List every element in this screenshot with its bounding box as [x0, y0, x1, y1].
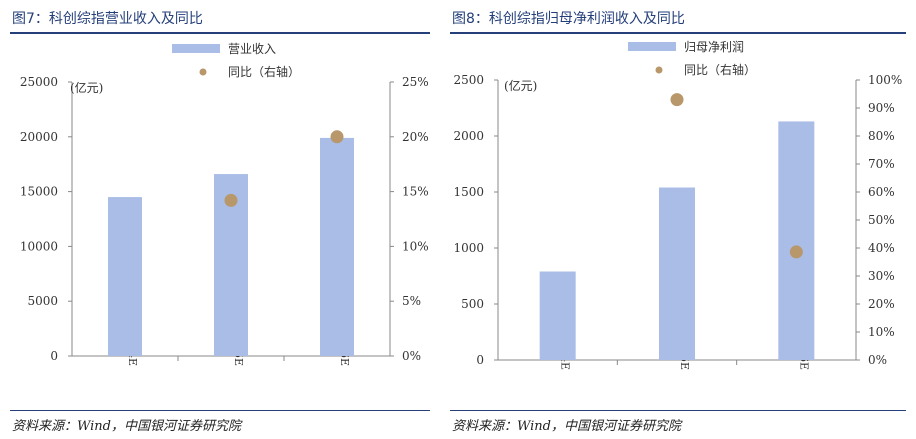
chart2-legend-dot-label: 同比（右轴） — [684, 62, 756, 77]
chart2-legend-dot-swatch — [655, 66, 663, 74]
chart2-left-tick-label: 1500 — [453, 185, 484, 199]
chart2-unit-label: (亿元) — [504, 78, 537, 93]
chart2-right-tick-label: 100% — [868, 73, 902, 87]
chart2-yoy-dot — [670, 93, 684, 107]
chart2-left-tick-label: 2500 — [453, 73, 484, 87]
chart2-left-tick-label: 0 — [476, 353, 484, 367]
chart2-plot: 0 500 1000 1500 2000 2500 0% 10% 20% 30% 40% 50% 60%… — [453, 40, 902, 370]
chart2-left-tick-label: 1000 — [453, 241, 484, 255]
chart1-right-tick-label: 15% — [402, 185, 429, 199]
chart2-right-tick-label: 0% — [868, 353, 887, 367]
chart2-right-tick-label: 20% — [868, 297, 895, 311]
chart1-source: 资料来源：Wind，中国银河证券研究院 — [12, 419, 241, 434]
chart2-right-tick-label: 60% — [868, 185, 895, 199]
chart2-left-tick-label: 2000 — [453, 129, 484, 143]
chart2-bar — [539, 271, 576, 360]
chart1-top-rule — [10, 32, 430, 34]
chart1-right-tick-label: 5% — [402, 294, 421, 308]
chart2-right-tick-label: 40% — [868, 241, 895, 255]
chart1-right-tick-label: 10% — [402, 239, 429, 253]
chart2-bar — [778, 121, 815, 360]
chart2-yoy-dot — [789, 245, 803, 259]
chart2-right-tick-label: 70% — [868, 157, 895, 171]
chart2-top-rule — [450, 32, 906, 34]
chart1-left-tick-label: 25000 — [20, 75, 58, 89]
chart1-right-tick-label: 20% — [402, 130, 429, 144]
chart1-right-tick-label: 25% — [402, 75, 429, 89]
chart2-right-tick-label: 80% — [868, 129, 895, 143]
chart1-plot: 0 5000 10000 15000 20000 25000 0% 5% 10% 15% 20% 25… — [20, 42, 429, 366]
chart2-left-tick-label: 500 — [461, 297, 484, 311]
chart1-yoy-dot — [224, 193, 238, 207]
chart2-right-tick-label: 10% — [868, 325, 895, 339]
chart1-right-tick-label: 0% — [402, 349, 421, 363]
chart1-bar — [108, 197, 142, 356]
chart1-left-tick-label: 15000 — [20, 185, 58, 199]
chart2-legend-bar-swatch — [628, 42, 676, 51]
chart2-bar — [659, 187, 695, 360]
chart1-legend-dot-swatch — [199, 68, 207, 76]
chart2-right-tick-label: 90% — [868, 101, 895, 115]
chart2-bottom-rule — [450, 410, 906, 411]
chart1-left-tick-label: 20000 — [20, 130, 58, 144]
chart1-bottom-rule — [10, 410, 430, 411]
chart2-right-tick-label: 50% — [868, 213, 895, 227]
chart1-legend-bar-label: 营业收入 — [228, 42, 276, 56]
chart1-legend-dot-label: 同比（右轴） — [228, 64, 300, 79]
chart1-left-tick-label: 10000 — [20, 239, 58, 253]
chart1-title: 图7：科创综指营业收入及同比 — [12, 11, 203, 27]
chart2-right-tick-label: 30% — [868, 269, 895, 283]
chart2-title: 图8：科创综指归母净利润收入及同比 — [452, 11, 685, 27]
chart1-yoy-dot — [330, 130, 344, 144]
chart1-left-tick-label: 0 — [50, 349, 58, 363]
chart2-legend-bar-label: 归母净利润 — [684, 40, 744, 54]
chart2-source: 资料来源：Wind，中国银河证券研究院 — [452, 419, 681, 434]
chart1-unit-label: (亿元) — [70, 80, 103, 95]
chart1-legend-bar-swatch — [172, 44, 220, 53]
chart1-left-tick-label: 5000 — [27, 294, 58, 308]
chart1-bar — [320, 137, 354, 356]
